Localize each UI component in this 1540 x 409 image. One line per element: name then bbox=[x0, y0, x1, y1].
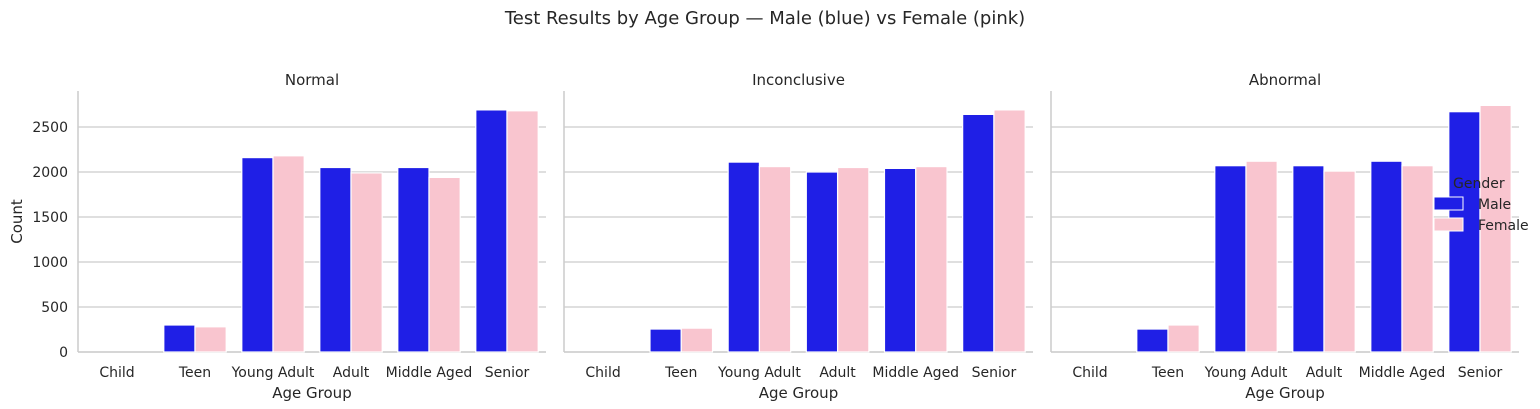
panel-title: Normal bbox=[285, 71, 339, 89]
bar-female-senior bbox=[1479, 104, 1512, 353]
bar-male-young-adult bbox=[727, 161, 761, 353]
legend: Gender Male Female bbox=[1433, 176, 1529, 234]
bar-male-middle-aged bbox=[1370, 160, 1403, 353]
y-tick-label: 1500 bbox=[32, 210, 68, 226]
bar-female-adult bbox=[836, 166, 870, 353]
bar-female-teen bbox=[1167, 324, 1200, 353]
panel-inconclusive: Inconclusive Child Teen Young Adult Adult Mid… bbox=[563, 71, 1033, 402]
x-tick-label: Adult bbox=[1306, 365, 1343, 381]
y-tick-label: 500 bbox=[41, 300, 68, 316]
bar-male-senior bbox=[475, 109, 508, 353]
chart-title: Test Results by Age Group — Male (blue) … bbox=[504, 8, 1025, 29]
bar-female-middle-aged bbox=[915, 166, 948, 353]
y-tick-label: 1000 bbox=[32, 255, 68, 271]
bar-female-middle-aged bbox=[428, 176, 461, 353]
bar-male-middle-aged bbox=[397, 166, 430, 353]
x-tick-label: Young Adult bbox=[717, 365, 801, 381]
x-tick-label: Middle Aged bbox=[872, 365, 959, 381]
bar-female-young-adult bbox=[758, 166, 792, 353]
x-axis-label: Age Group bbox=[759, 384, 838, 402]
x-tick-label: Teen bbox=[664, 365, 697, 381]
legend-swatch-female bbox=[1433, 217, 1464, 232]
y-axis-label: Count bbox=[8, 199, 26, 244]
panel-title: Abnormal bbox=[1249, 71, 1321, 89]
panels-group: Normal Child Teen Young Adult Adult Middle Ag… bbox=[8, 71, 1519, 402]
x-tick-label: Adult bbox=[333, 365, 370, 381]
y-tick-label: 2000 bbox=[32, 165, 68, 181]
bar-female-teen bbox=[194, 326, 227, 353]
bar-male-senior bbox=[1448, 111, 1481, 353]
legend-label-male: Male bbox=[1478, 197, 1511, 213]
bar-male-teen bbox=[649, 328, 682, 353]
bar-female-senior bbox=[506, 110, 539, 353]
bar-male-teen bbox=[163, 324, 196, 353]
legend-title: Gender bbox=[1453, 176, 1505, 192]
bar-female-young-adult bbox=[272, 155, 305, 353]
x-tick-label: Senior bbox=[972, 365, 1017, 381]
x-tick-label: Middle Aged bbox=[386, 365, 473, 381]
x-tick-label: Middle Aged bbox=[1359, 365, 1446, 381]
bar-male-young-adult bbox=[241, 157, 274, 353]
bar-female-young-adult bbox=[1245, 160, 1278, 353]
x-tick-label: Child bbox=[99, 365, 134, 381]
x-tick-label: Child bbox=[585, 365, 620, 381]
bar-female-adult bbox=[350, 172, 383, 353]
y-tick-label: 0 bbox=[59, 345, 68, 361]
x-tick-label: Senior bbox=[1458, 365, 1503, 381]
x-tick-label: Young Adult bbox=[231, 365, 315, 381]
panel-title: Inconclusive bbox=[752, 71, 845, 89]
bar-male-young-adult bbox=[1214, 165, 1247, 353]
bar-male-adult bbox=[1292, 165, 1325, 353]
x-tick-label: Young Adult bbox=[1204, 365, 1288, 381]
bar-male-middle-aged bbox=[883, 167, 917, 353]
legend-label-female: Female bbox=[1478, 218, 1529, 234]
legend-swatch-male bbox=[1433, 196, 1464, 211]
bar-female-adult bbox=[1323, 170, 1356, 353]
bar-male-adult bbox=[319, 166, 352, 353]
x-tick-label: Teen bbox=[1151, 365, 1184, 381]
panel-normal: Normal Child Teen Young Adult Adult Middle Ag… bbox=[8, 71, 546, 402]
bar-male-adult bbox=[805, 171, 839, 353]
x-tick-label: Adult bbox=[819, 365, 856, 381]
y-tick-label: 2500 bbox=[32, 120, 68, 136]
x-tick-label: Teen bbox=[178, 365, 211, 381]
bar-female-teen bbox=[680, 327, 714, 353]
panel-abnormal: Abnormal Child Teen Young Adult Adult Middle … bbox=[1050, 71, 1519, 402]
bar-male-teen bbox=[1136, 328, 1169, 353]
bar-female-senior bbox=[993, 109, 1026, 353]
x-axis-label: Age Group bbox=[272, 384, 351, 402]
x-tick-label: Senior bbox=[485, 365, 530, 381]
bar-male-senior bbox=[962, 113, 995, 353]
bar-female-middle-aged bbox=[1401, 165, 1434, 353]
x-tick-label: Child bbox=[1072, 365, 1107, 381]
x-axis-label: Age Group bbox=[1245, 384, 1324, 402]
